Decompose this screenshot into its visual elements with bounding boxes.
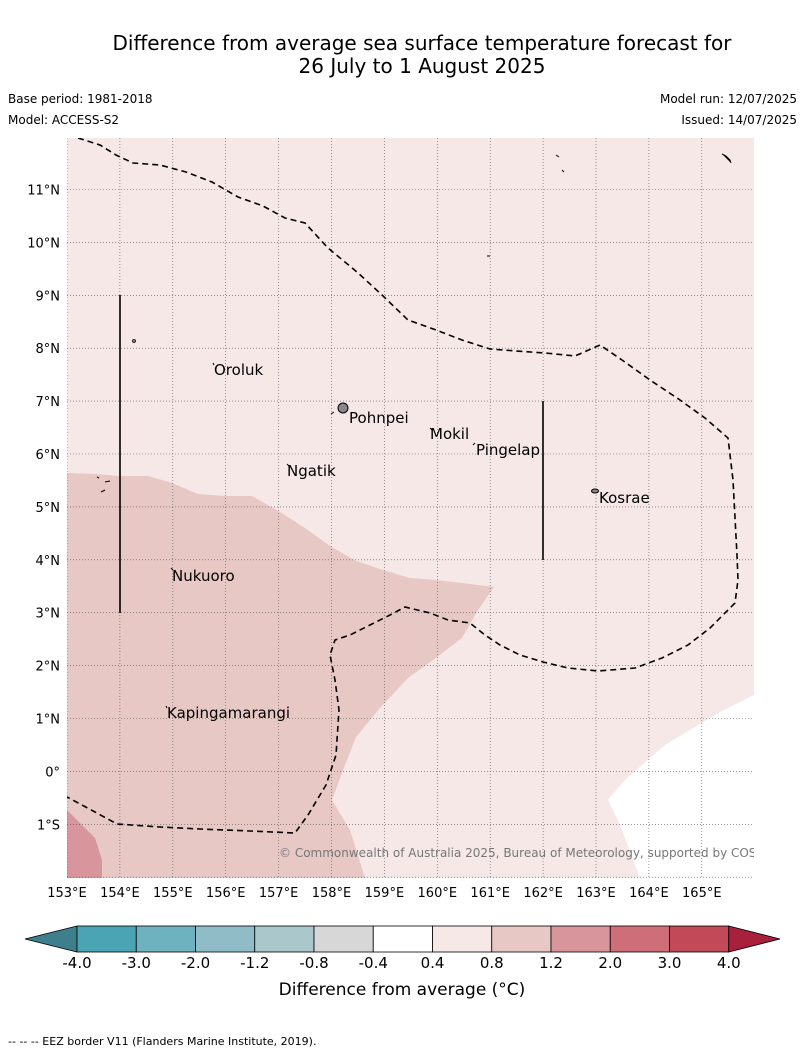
lon-tick-label: 162°E xyxy=(523,886,563,901)
lon-tick-label: 161°E xyxy=(470,886,510,901)
lat-tick-label: 6°N xyxy=(36,448,61,463)
colorbar-tick-label: 2.0 xyxy=(598,954,622,972)
copyright-notice: © Commonwealth of Australia 2025, Bureau… xyxy=(279,846,784,860)
lon-tick-label: 160°E xyxy=(418,886,458,901)
colorbar-tick-label: 4.0 xyxy=(717,954,741,972)
sst-1.2-2.0-region xyxy=(67,810,102,878)
lon-tick-label: 155°E xyxy=(153,886,193,901)
kosrae-island xyxy=(591,488,599,494)
pohnpei-island xyxy=(337,402,349,414)
longitude-labels: 153°E 154°E 155°E 156°E 157°E 158°E 159°E 160°E… xyxy=(47,886,721,901)
place-kapingamarangi: Kapingamarangi xyxy=(167,704,290,722)
lon-tick-label: 156°E xyxy=(206,886,246,901)
model-name: Model: ACCESS-S2 xyxy=(8,113,120,127)
colorbar-tick-label: 0.8 xyxy=(480,954,504,972)
base-period: Base period: 1981-2018 xyxy=(8,92,153,106)
atoll-markers xyxy=(165,362,476,709)
colorbar-tick-label: -3.0 xyxy=(122,954,151,972)
sst-0.8-1.2-region xyxy=(67,473,494,878)
place-mokil: Mokil xyxy=(430,425,469,443)
colorbar-extend-low xyxy=(24,925,78,953)
place-kosrae: Kosrae xyxy=(599,489,650,507)
colorbar-segment xyxy=(254,925,315,953)
colorbar-tick-label: -1.2 xyxy=(240,954,269,972)
colorbar-tick-label: 0.4 xyxy=(421,954,445,972)
colorbar-segment xyxy=(76,925,137,953)
lat-tick-label: 9°N xyxy=(36,289,61,304)
lon-tick-label: 158°E xyxy=(312,886,352,901)
colorbar-segment xyxy=(491,925,552,953)
colorbar-segment xyxy=(432,925,493,953)
colorbar-label: Difference from average (°C) xyxy=(278,980,526,1000)
colorbar-tick-label: -0.4 xyxy=(359,954,388,972)
colorbar-tick-label: -0.8 xyxy=(299,954,328,972)
colorbar-extend-high xyxy=(728,925,781,953)
place-ngatik: Ngatik xyxy=(287,462,336,480)
issued-date: Issued: 14/07/2025 xyxy=(681,113,797,127)
lat-tick-label: 3°N xyxy=(36,607,61,622)
colorbar-segment xyxy=(135,925,196,953)
colorbar-tick-label: 1.2 xyxy=(539,954,563,972)
lon-tick-label: 157°E xyxy=(259,886,299,901)
lat-tick-label: 7°N xyxy=(36,395,61,410)
place-oroluk: Oroluk xyxy=(214,361,263,379)
lat-tick-label: 11°N xyxy=(27,184,60,199)
colorbar-tick-label: 3.0 xyxy=(658,954,682,972)
lon-tick-label: 165°E xyxy=(682,886,722,901)
sst-neutral-region xyxy=(608,695,754,878)
footer-note: -- -- -- EEZ border V11 (Flanders Marine… xyxy=(8,1035,317,1048)
small-island xyxy=(132,339,136,343)
lon-tick-label: 164°E xyxy=(629,886,669,901)
lat-tick-label: 1°N xyxy=(36,713,61,728)
small-island xyxy=(96,476,111,493)
place-pohnpei: Pohnpei xyxy=(349,409,409,427)
lon-tick-label: 154°E xyxy=(100,886,140,901)
colorbar-segment xyxy=(372,925,433,953)
colorbar-segment xyxy=(609,925,670,953)
colorbar-segment xyxy=(195,925,256,953)
lat-tick-label: 1°S xyxy=(37,818,60,833)
latitude-labels: 11°N 10°N 9°N 8°N 7°N 6°N 5°N 4°N 3°N 2°N 1°N 0° 1°S xyxy=(27,184,60,834)
colorbar-tick-label: -2.0 xyxy=(181,954,210,972)
lon-tick-label: 163°E xyxy=(576,886,616,901)
colorbar-segment xyxy=(550,925,611,953)
lat-tick-label: 8°N xyxy=(36,342,61,357)
lat-tick-label: 0° xyxy=(45,765,60,780)
colorbar-tick-label: -4.0 xyxy=(62,954,91,972)
map-title: Difference from average sea surface temp… xyxy=(40,32,804,78)
place-nukuoro: Nukuoro xyxy=(172,567,235,585)
lat-tick-label: 4°N xyxy=(36,554,61,569)
lat-tick-label: 2°N xyxy=(36,660,61,675)
colorbar-segment xyxy=(313,925,374,953)
small-island xyxy=(555,153,732,173)
lat-tick-label: 10°N xyxy=(27,236,60,251)
eez-border xyxy=(67,138,739,834)
lat-tick-label: 5°N xyxy=(36,501,61,516)
colorbar-segment xyxy=(669,925,730,953)
lon-tick-label: 153°E xyxy=(47,886,87,901)
title-line-1: Difference from average sea surface temp… xyxy=(112,31,732,55)
place-pingelap: Pingelap xyxy=(476,441,540,459)
map-area: © Commonwealth of Australia 2025, Bureau… xyxy=(67,138,784,878)
model-run: Model run: 12/07/2025 xyxy=(659,92,797,106)
colorbar: -4.0 -3.0 -2.0 -1.2 -0.8 -0.4 0.4 0.8 1.2 2.0 3.0 4… xyxy=(24,925,781,972)
lon-tick-label: 159°E xyxy=(365,886,405,901)
title-line-2: 26 July to 1 August 2025 xyxy=(298,54,546,78)
